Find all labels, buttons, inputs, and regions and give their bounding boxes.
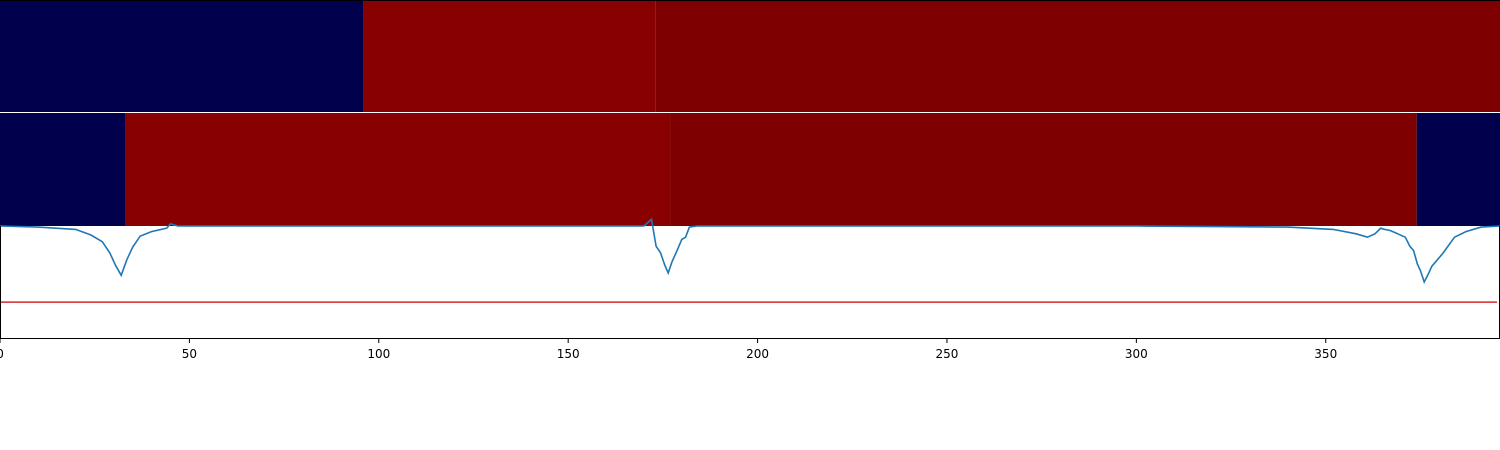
- row-1-segment-1: [0, 0, 364, 112]
- heatmap-row-2: [0, 113, 1500, 226]
- x-tick-label: 50: [182, 347, 197, 361]
- x-tick-label: 250: [936, 347, 959, 361]
- line-panel: [0, 217, 1500, 339]
- x-tick-label: 300: [1125, 347, 1148, 361]
- heatmap-row-1: [0, 0, 1500, 112]
- row-2-segment-2: [125, 113, 671, 226]
- x-tick-label: 0: [0, 347, 4, 361]
- x-tick-label: 150: [557, 347, 580, 361]
- x-tick-label: 100: [367, 347, 390, 361]
- x-axis: 0 50 100 150 200 250 300 350: [0, 339, 1337, 361]
- row-2-segment-1: [0, 113, 125, 226]
- row-1-segment-2: [363, 0, 656, 112]
- signal-line: [0, 217, 1500, 285]
- x-tick-label: 200: [746, 347, 769, 361]
- row-1-segment-3: [655, 0, 1500, 112]
- x-tick-label: 350: [1314, 347, 1337, 361]
- row-2-segment-4: [1416, 113, 1500, 226]
- row-2-segment-3: [670, 113, 1417, 226]
